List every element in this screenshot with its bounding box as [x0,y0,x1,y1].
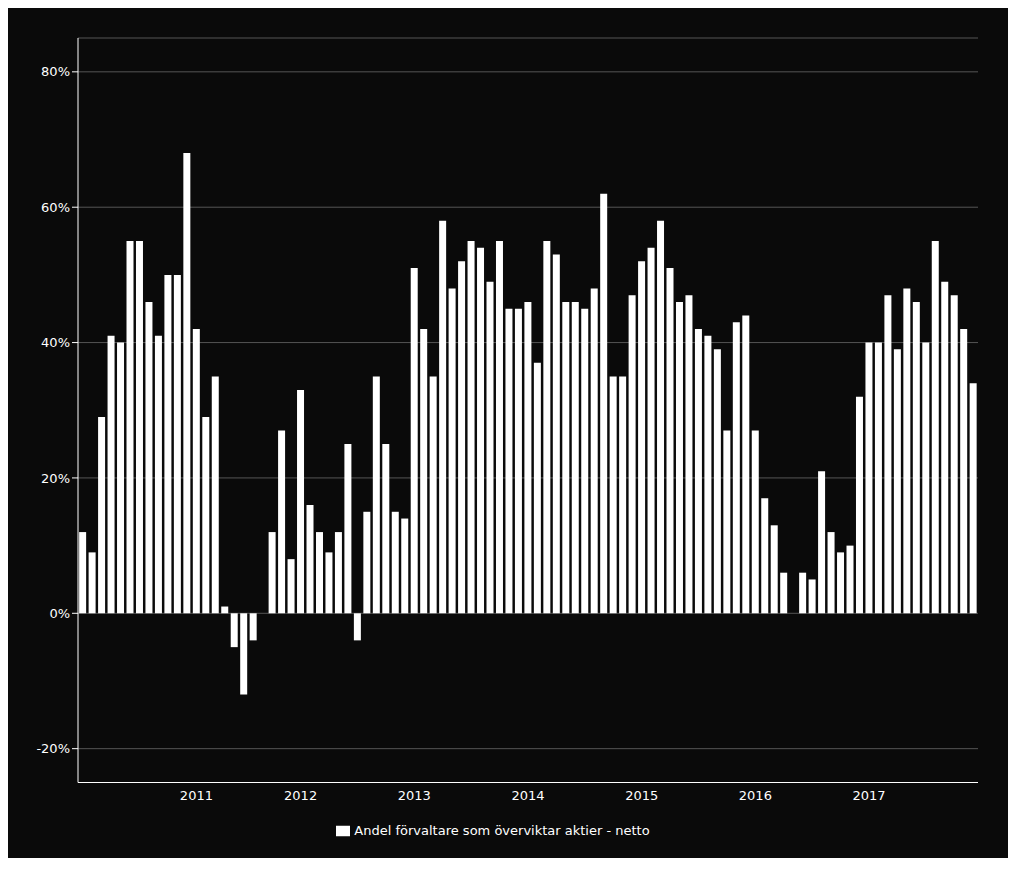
svg-text:2017: 2017 [853,788,886,803]
svg-text:60%: 60% [41,200,70,215]
svg-text:20%: 20% [41,471,70,486]
svg-text:2012: 2012 [284,788,317,803]
svg-text:40%: 40% [41,335,70,350]
svg-text:2011: 2011 [180,788,213,803]
html-text:Andel förvaltare som övervikta: Andel förvaltare som överviktar aktier -… [354,822,650,838]
svg-text:0%: 0% [49,606,70,621]
svg-text:-20%: -20% [36,741,70,756]
svg-text:2014: 2014 [511,788,544,803]
svg-text:2013: 2013 [398,788,431,803]
svg-text:2016: 2016 [739,788,772,803]
svg-text:80%: 80% [41,64,70,79]
svg-text:2015: 2015 [625,788,658,803]
